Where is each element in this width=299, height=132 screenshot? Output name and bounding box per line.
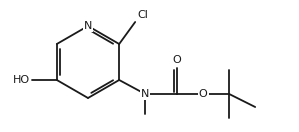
Text: N: N <box>141 89 150 99</box>
Text: O: O <box>199 89 208 99</box>
Text: Cl: Cl <box>137 10 148 20</box>
Text: O: O <box>199 89 208 99</box>
Text: O: O <box>173 55 181 65</box>
Text: HO: HO <box>13 75 30 85</box>
Text: N: N <box>84 21 92 31</box>
